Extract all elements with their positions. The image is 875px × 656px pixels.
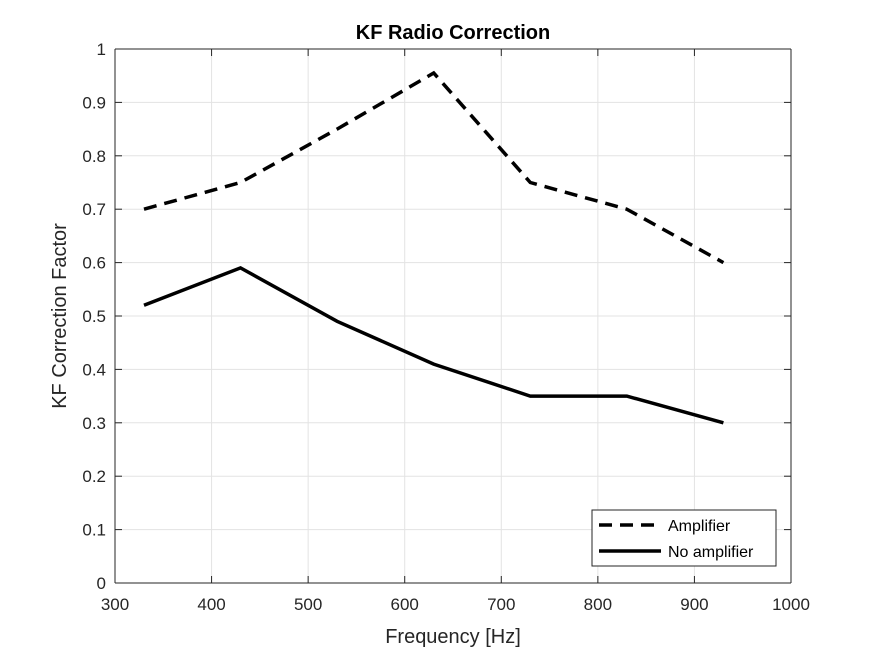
- x-tick-label: 600: [391, 595, 419, 614]
- axes: [114, 48, 792, 584]
- x-tick-label: 700: [487, 595, 515, 614]
- chart-title: KF Radio Correction: [356, 22, 550, 44]
- y-tick-label: 0.2: [82, 467, 106, 486]
- tick-labels: 300 400 500 600 700 800 900 1000 0 0.1 0.2 0.3 0.4 0.…: [82, 40, 810, 614]
- x-tick-label: 1000: [772, 595, 810, 614]
- legend-label-no-amplifier: No amplifier: [668, 544, 754, 561]
- legend-box: [591, 509, 777, 567]
- y-tick-label: 0.5: [82, 307, 106, 326]
- x-tick-label: 500: [294, 595, 322, 614]
- legend-label-amplifier: Amplifier: [668, 518, 731, 535]
- series-group: [143, 70, 725, 425]
- y-tick-label: 0: [97, 574, 106, 593]
- y-tick-label: 0.1: [82, 521, 106, 540]
- x-tick-label: 300: [101, 595, 129, 614]
- y-tick-label: 0.6: [82, 254, 106, 273]
- x-tick-label: 800: [584, 595, 612, 614]
- y-tick-label: 0.9: [82, 93, 106, 112]
- x-tick-label: 400: [197, 595, 225, 614]
- y-tick-label: 0.8: [82, 147, 106, 166]
- y-axis-title: KF Correction Factor: [49, 223, 71, 409]
- legend: Amplifier No amplifier: [591, 509, 777, 567]
- y-tick-label: 0.7: [82, 200, 106, 219]
- y-tick-label: 0.3: [82, 414, 106, 433]
- y-tick-label: 0.4: [82, 360, 106, 379]
- y-tick-label: 1: [97, 40, 106, 59]
- x-tick-label: 900: [680, 595, 708, 614]
- x-axis-title: Frequency [Hz]: [385, 626, 521, 648]
